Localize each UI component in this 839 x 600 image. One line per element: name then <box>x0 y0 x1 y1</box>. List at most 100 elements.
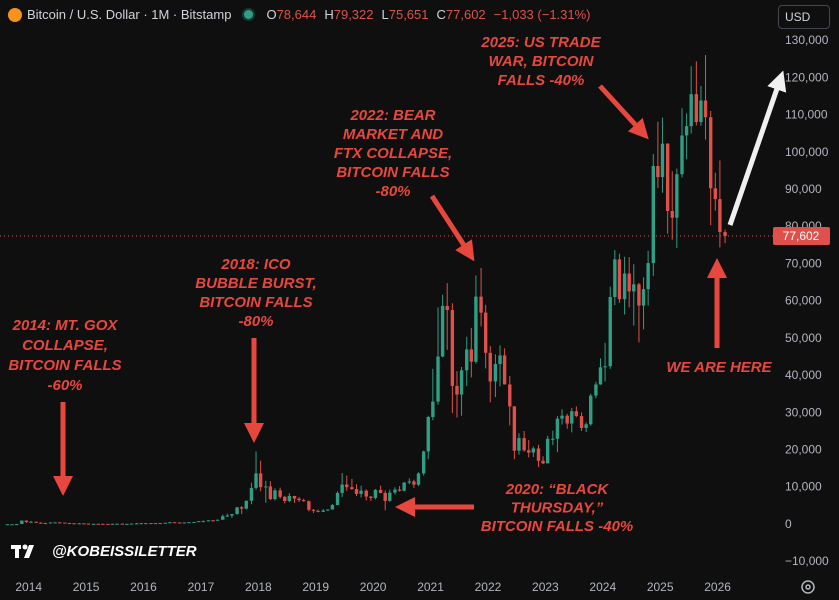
candle-body <box>139 523 143 525</box>
candle-body <box>656 165 660 178</box>
candle-body <box>129 523 134 525</box>
candle-body <box>301 500 306 502</box>
candle-body <box>570 411 574 424</box>
y-tick-label: 20,000 <box>785 442 822 456</box>
candle-body <box>689 94 693 127</box>
ohlc-value: 77,602 <box>445 7 486 22</box>
candle-body <box>192 522 196 524</box>
candle-body <box>436 356 440 402</box>
annotation-line: 2014: MT. GOX <box>12 317 119 334</box>
y-tick-label: 0 <box>785 517 792 531</box>
candle-body <box>82 523 86 525</box>
annotation-line: BITCOIN FALLS <box>199 294 312 311</box>
candle-body <box>340 484 344 493</box>
annotation-line: BITCOIN FALLS <box>336 164 449 181</box>
x-tick-label: 2026 <box>704 580 731 594</box>
logo-part <box>24 545 34 558</box>
x-tick-label: 2018 <box>245 580 272 594</box>
candle-body <box>196 521 201 523</box>
candle-body <box>43 523 48 525</box>
candle-body <box>215 519 220 521</box>
y-tick-label: 90,000 <box>785 182 822 196</box>
arrow <box>429 194 475 262</box>
candle-body <box>350 487 354 490</box>
candle-body <box>125 523 129 525</box>
candle-body <box>149 523 153 525</box>
logo-part <box>15 545 19 558</box>
candle-body <box>369 496 373 498</box>
annotation-line: WE ARE HERE <box>666 359 772 376</box>
candle-body <box>632 284 636 292</box>
candle-body <box>144 523 148 525</box>
x-tick-label: 2020 <box>360 580 387 594</box>
candle-body <box>221 516 225 520</box>
candle-body <box>158 523 162 525</box>
candle-body <box>10 524 14 526</box>
candle-body <box>29 521 33 523</box>
candle-body <box>684 126 689 136</box>
candle-body <box>536 448 541 461</box>
candle-body <box>651 165 655 264</box>
candle-body <box>235 507 239 515</box>
y-tick-label: 40,000 <box>785 368 822 382</box>
candle-body <box>106 523 110 525</box>
y-tick-label: 70,000 <box>785 256 822 270</box>
candle-body <box>416 473 421 485</box>
candle-body <box>459 370 464 395</box>
x-tick-label: 2025 <box>647 580 674 594</box>
candle-body <box>694 94 699 123</box>
x-tick-label: 2015 <box>73 580 100 594</box>
y-tick-label: 60,000 <box>785 294 822 308</box>
candle-body <box>665 143 670 212</box>
candle-body <box>675 174 679 218</box>
candle-body <box>498 355 502 364</box>
candle-body <box>86 523 91 525</box>
annotation-line: 2022: BEAR <box>349 107 435 124</box>
candle-body <box>527 450 531 453</box>
y-tick-label: 120,000 <box>785 70 829 84</box>
candle-body <box>517 438 521 451</box>
candle-body <box>24 520 29 523</box>
candle-body <box>211 520 215 522</box>
candle-body <box>508 384 512 407</box>
price-label: 77,602 <box>783 229 820 243</box>
annotation-line: FALLS -40% <box>498 72 585 89</box>
currency-button[interactable]: USD <box>778 5 830 29</box>
candle-body <box>72 523 76 525</box>
x-tick-label: 2017 <box>188 580 215 594</box>
candle-body <box>450 310 455 386</box>
price-label-box <box>773 226 830 245</box>
candle-body <box>531 448 536 453</box>
candle-body <box>613 259 617 297</box>
candle-body <box>483 312 488 353</box>
candle-body <box>48 522 53 524</box>
candle-body <box>14 524 19 526</box>
candle-body <box>545 438 550 464</box>
candle-body <box>264 486 268 488</box>
candle-body <box>120 523 124 525</box>
candle-body <box>354 489 359 494</box>
x-tick-label: 2024 <box>589 580 616 594</box>
y-tick-label: 110,000 <box>785 108 828 122</box>
candle-body <box>703 100 708 118</box>
candle-body <box>431 401 435 418</box>
candle-body <box>660 143 665 178</box>
x-tick-label: 2016 <box>130 580 157 594</box>
watermark: @KOBEISSILETTER <box>52 543 197 560</box>
y-tick-label: 130,000 <box>785 33 829 47</box>
annotation-line: BUBBLE BURST, <box>195 275 316 292</box>
candle-body <box>512 406 517 451</box>
candle-body <box>115 523 119 525</box>
annotation-line: -60% <box>47 377 82 394</box>
candle-body <box>560 415 564 419</box>
candle-body <box>258 473 263 488</box>
candle-body <box>469 349 474 362</box>
market-status <box>242 8 256 21</box>
annotation-line: COLLAPSE, <box>22 337 108 354</box>
candle-body <box>378 489 383 493</box>
candle-body <box>713 188 717 200</box>
candle-body <box>239 507 244 509</box>
candle-body <box>278 490 282 497</box>
